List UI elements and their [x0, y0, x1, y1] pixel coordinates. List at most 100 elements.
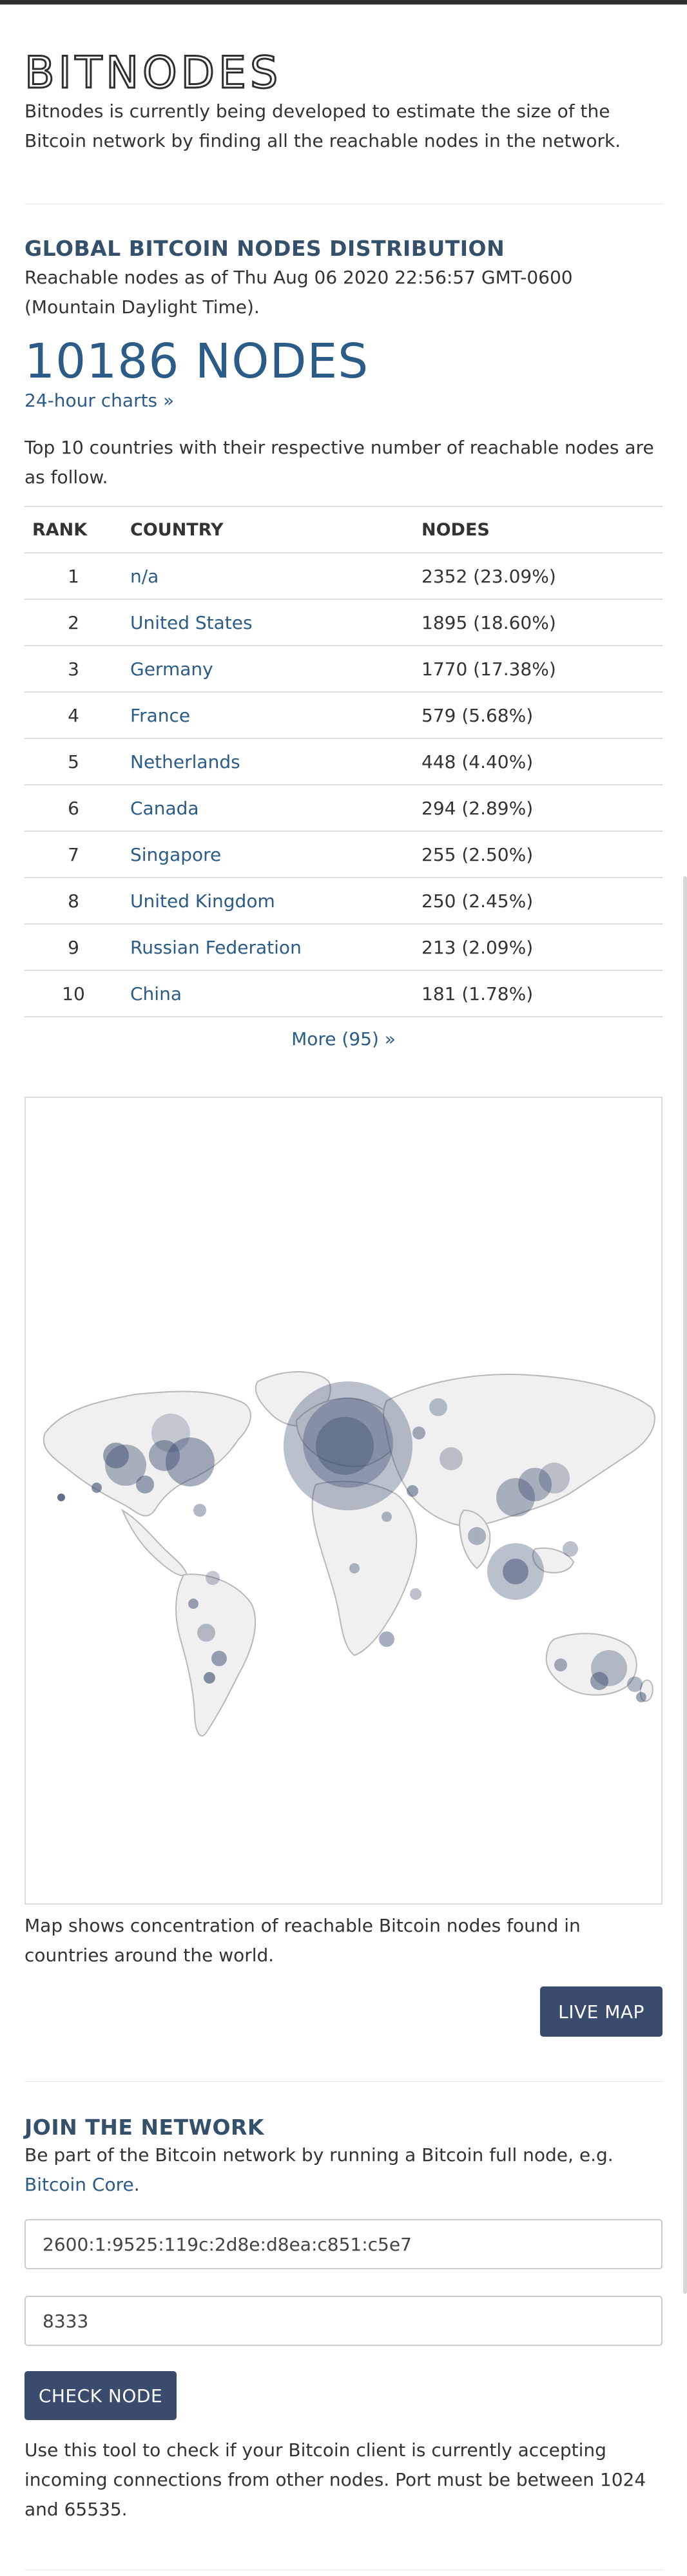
map-bubble [518, 1468, 552, 1501]
nodes-cell: 1770 (17.38%) [414, 646, 663, 693]
nodes-cell: 255 (2.50%) [414, 831, 663, 878]
more-countries-link[interactable]: More (95) » [291, 1028, 396, 1050]
map-bubble [197, 1624, 215, 1642]
country-link[interactable]: Germany [130, 658, 213, 680]
rank-cell: 7 [24, 831, 122, 878]
map-bubble [440, 1447, 463, 1470]
bitnodes-logo[interactable]: BITNODES [24, 50, 347, 95]
map-bubble [149, 1440, 180, 1471]
map-bubble [151, 1414, 190, 1452]
logo-text: BITNODES [24, 50, 282, 95]
top-bar [0, 0, 687, 5]
map-bubble [410, 1588, 421, 1600]
map-bubble [103, 1443, 129, 1468]
country-link[interactable]: United States [130, 611, 253, 633]
bitcoin-core-link[interactable]: Bitcoin Core [24, 2174, 134, 2195]
landmass [43, 1371, 655, 1737]
reachable-timestamp: Reachable nodes as of Thu Aug 06 2020 22… [24, 267, 573, 318]
map-bubble [166, 1437, 215, 1486]
map-bubble [636, 1692, 646, 1702]
nodes-cell: 1895 (18.60%) [414, 599, 663, 646]
rank-cell: 2 [24, 599, 122, 646]
nodes-cell: 579 (5.68%) [414, 692, 663, 739]
nodes-cell: 250 (2.45%) [414, 878, 663, 925]
24-hour-charts-link[interactable]: 24-hour charts » [24, 390, 175, 411]
map-bubble [554, 1658, 567, 1671]
table-header-row: RANK COUNTRY NODES [24, 506, 663, 553]
join-desc-period: . [133, 2174, 140, 2195]
table-row: 6 Canada 294 (2.89%) [24, 785, 663, 832]
nodes-map[interactable] [24, 1097, 663, 1905]
rank-cell: 1 [24, 553, 122, 600]
distribution-title: GLOBAL BITCOIN NODES DISTRIBUTION [24, 236, 505, 261]
world-map [43, 1371, 655, 1737]
map-bubble [563, 1541, 578, 1557]
join-description: Be part of the Bitcoin network by runnin… [24, 2140, 663, 2200]
nodes-cell: 294 (2.89%) [414, 785, 663, 832]
intro-text: Bitnodes is currently being developed to… [24, 101, 621, 151]
divider [24, 2081, 663, 2082]
map-bubble [539, 1463, 570, 1494]
address-input[interactable]: 2600:1:9525:119c:2d8e:d8ea:c851:c5e7 [24, 2219, 663, 2269]
country-link[interactable]: Singapore [130, 843, 222, 865]
map-bubble [627, 1677, 643, 1692]
map-caption: Map shows concentration of reachable Bit… [24, 1915, 581, 1966]
nodes-cell: 448 (4.40%) [414, 738, 663, 785]
country-link[interactable]: Canada [130, 797, 199, 819]
nodes-cell: 181 (1.78%) [414, 970, 663, 1017]
top10-description: Top 10 countries with their respective n… [24, 437, 654, 488]
map-bubble [407, 1485, 418, 1497]
map-bubble [503, 1559, 528, 1584]
check-tool-description: Use this tool to check if your Bitcoin c… [24, 2439, 646, 2520]
map-bubble [284, 1381, 412, 1510]
country-link[interactable]: France [130, 704, 191, 726]
node-bubbles [57, 1381, 646, 1702]
node-count: 10186 NODES [24, 334, 369, 389]
map-bubble [204, 1672, 215, 1684]
map-bubble [468, 1527, 486, 1545]
rank-cell: 8 [24, 878, 122, 925]
table-row: 5 Netherlands 448 (4.40%) [24, 738, 663, 785]
country-link[interactable]: n/a [130, 565, 159, 587]
join-title: JOIN THE NETWORK [24, 2115, 264, 2140]
map-bubble [193, 1504, 206, 1517]
address-value: 2600:1:9525:119c:2d8e:d8ea:c851:c5e7 [43, 2233, 412, 2255]
countries-table: RANK COUNTRY NODES 1 n/a 2352 (23.09%) 2… [24, 506, 663, 1017]
live-map-button[interactable]: LIVE MAP [540, 1986, 663, 2037]
nodes-header: NODES [414, 506, 663, 553]
rank-cell: 6 [24, 785, 122, 832]
port-input[interactable]: 8333 [24, 2296, 663, 2346]
map-bubble [188, 1599, 198, 1609]
map-bubble [136, 1475, 154, 1494]
nodes-cell: 2352 (23.09%) [414, 553, 663, 600]
map-bubble [349, 1563, 360, 1573]
check-node-button[interactable]: CHECK NODE [24, 2371, 177, 2420]
map-bubble [382, 1512, 392, 1522]
rank-cell: 4 [24, 692, 122, 739]
country-link[interactable]: China [130, 983, 182, 1004]
rank-cell: 3 [24, 646, 122, 693]
rank-cell: 10 [24, 970, 122, 1017]
country-header: COUNTRY [122, 506, 414, 553]
table-row: 10 China 181 (1.78%) [24, 970, 663, 1017]
table-row: 1 n/a 2352 (23.09%) [24, 553, 663, 600]
map-bubble [206, 1571, 220, 1585]
table-row: 3 Germany 1770 (17.38%) [24, 646, 663, 693]
table-row: 9 Russian Federation 213 (2.09%) [24, 924, 663, 971]
map-bubble [57, 1494, 65, 1501]
table-row: 7 Singapore 255 (2.50%) [24, 831, 663, 878]
map-bubble [92, 1483, 102, 1493]
country-link[interactable]: United Kingdom [130, 890, 275, 912]
table-row: 8 United Kingdom 250 (2.45%) [24, 878, 663, 925]
scrollbar[interactable] [683, 876, 687, 2294]
table-row: 4 France 579 (5.68%) [24, 692, 663, 739]
map-bubble [379, 1631, 394, 1647]
map-bubble [316, 1417, 374, 1475]
country-link[interactable]: Russian Federation [130, 936, 302, 958]
map-bubble [211, 1651, 227, 1666]
rank-header: RANK [24, 506, 122, 553]
map-bubble [412, 1427, 425, 1439]
map-bubble [303, 1398, 393, 1488]
map-bubble [429, 1398, 447, 1416]
country-link[interactable]: Netherlands [130, 751, 240, 773]
